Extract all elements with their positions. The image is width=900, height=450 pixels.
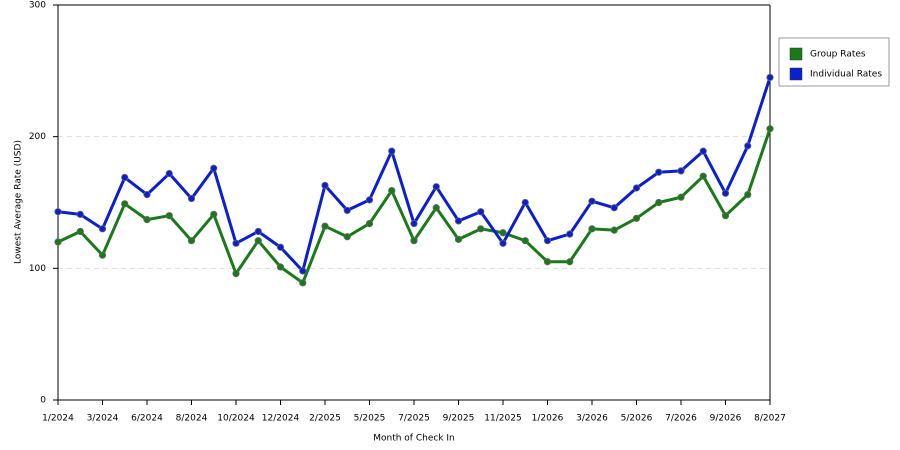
data-point xyxy=(54,208,62,216)
data-point xyxy=(365,196,374,204)
x-tick-label: 3/2024 xyxy=(87,414,119,424)
x-tick-label: 8/2024 xyxy=(176,414,208,424)
data-point xyxy=(276,263,285,271)
data-point xyxy=(588,225,596,233)
data-point xyxy=(543,258,552,266)
data-point xyxy=(655,198,663,207)
data-point xyxy=(165,212,173,220)
data-point xyxy=(388,187,396,195)
data-point xyxy=(165,169,173,178)
data-point xyxy=(388,147,396,155)
x-tick-label: 6/2024 xyxy=(131,414,163,424)
data-point xyxy=(699,172,707,180)
data-point xyxy=(588,197,596,205)
y-tick-label: 100 xyxy=(29,264,46,274)
x-tick-label: 5/2026 xyxy=(621,414,653,424)
data-point xyxy=(210,210,218,218)
data-point xyxy=(744,191,752,199)
data-point xyxy=(254,237,262,245)
x-tick-label: 8/2027 xyxy=(754,414,786,424)
data-point xyxy=(521,198,529,207)
data-point xyxy=(721,212,730,220)
legend-label: Individual Rates xyxy=(810,70,882,80)
data-point xyxy=(210,164,218,172)
data-point xyxy=(677,193,685,201)
series-line xyxy=(57,128,772,285)
data-point xyxy=(655,168,663,176)
data-point xyxy=(766,125,774,133)
data-point xyxy=(299,267,307,275)
data-point xyxy=(477,225,485,233)
data-point xyxy=(454,235,463,243)
y-axis-label: Lowest Average Rate (USD) xyxy=(14,140,24,264)
data-point xyxy=(454,217,463,225)
data-point xyxy=(299,279,307,287)
data-point xyxy=(232,269,240,278)
data-point xyxy=(632,184,641,192)
data-point xyxy=(677,167,685,175)
y-tick-label: 300 xyxy=(29,1,46,11)
data-point xyxy=(76,227,84,236)
data-point xyxy=(143,216,151,224)
x-tick-label: 1/2024 xyxy=(42,414,74,424)
data-point xyxy=(187,237,196,245)
data-point xyxy=(410,237,418,245)
data-point xyxy=(432,183,440,191)
data-point xyxy=(566,258,574,266)
data-point xyxy=(744,142,752,150)
data-point xyxy=(566,230,574,238)
x-tick-label: 5/2025 xyxy=(354,414,386,424)
y-tick-label: 200 xyxy=(29,132,46,142)
data-point xyxy=(410,219,418,228)
x-tick-label: 10/2024 xyxy=(217,414,255,424)
x-tick-label: 7/2025 xyxy=(398,414,430,424)
x-tick-label: 11/2025 xyxy=(484,414,521,424)
data-point xyxy=(143,191,151,199)
x-tick-label: 2/2025 xyxy=(309,414,341,424)
x-tick-label: 1/2026 xyxy=(532,414,564,424)
data-point xyxy=(766,73,774,82)
data-point xyxy=(499,239,507,247)
data-point xyxy=(254,227,262,236)
data-point xyxy=(699,147,707,155)
data-point xyxy=(432,204,440,212)
data-point xyxy=(721,189,730,197)
x-tick-label: 7/2026 xyxy=(665,414,697,424)
data-point xyxy=(477,208,485,216)
data-point xyxy=(187,194,196,203)
x-tick-label: 9/2025 xyxy=(443,414,475,424)
data-point xyxy=(98,225,107,233)
data-point xyxy=(54,238,62,246)
data-point xyxy=(98,251,107,259)
y-tick-label: 0 xyxy=(40,396,46,406)
data-point xyxy=(632,214,641,222)
data-point xyxy=(499,229,507,237)
data-point xyxy=(343,206,351,214)
legend-label: Group Rates xyxy=(810,50,866,60)
data-point xyxy=(121,173,129,182)
data-point xyxy=(121,200,129,208)
data-point xyxy=(343,233,351,241)
data-point xyxy=(276,243,285,251)
data-point xyxy=(610,204,618,212)
x-axis-label: Month of Check In xyxy=(373,434,455,444)
data-point xyxy=(321,181,329,189)
data-point xyxy=(321,222,329,230)
data-point xyxy=(610,226,618,234)
x-tick-label: 3/2026 xyxy=(576,414,608,424)
legend-swatch xyxy=(789,47,803,61)
data-point xyxy=(365,219,374,228)
data-point xyxy=(521,237,529,245)
data-point xyxy=(76,210,84,218)
data-point xyxy=(543,237,552,245)
x-tick-label: 12/2024 xyxy=(262,414,300,424)
legend-swatch xyxy=(789,67,803,81)
x-tick-label: 9/2026 xyxy=(710,414,742,424)
data-point xyxy=(232,239,240,247)
